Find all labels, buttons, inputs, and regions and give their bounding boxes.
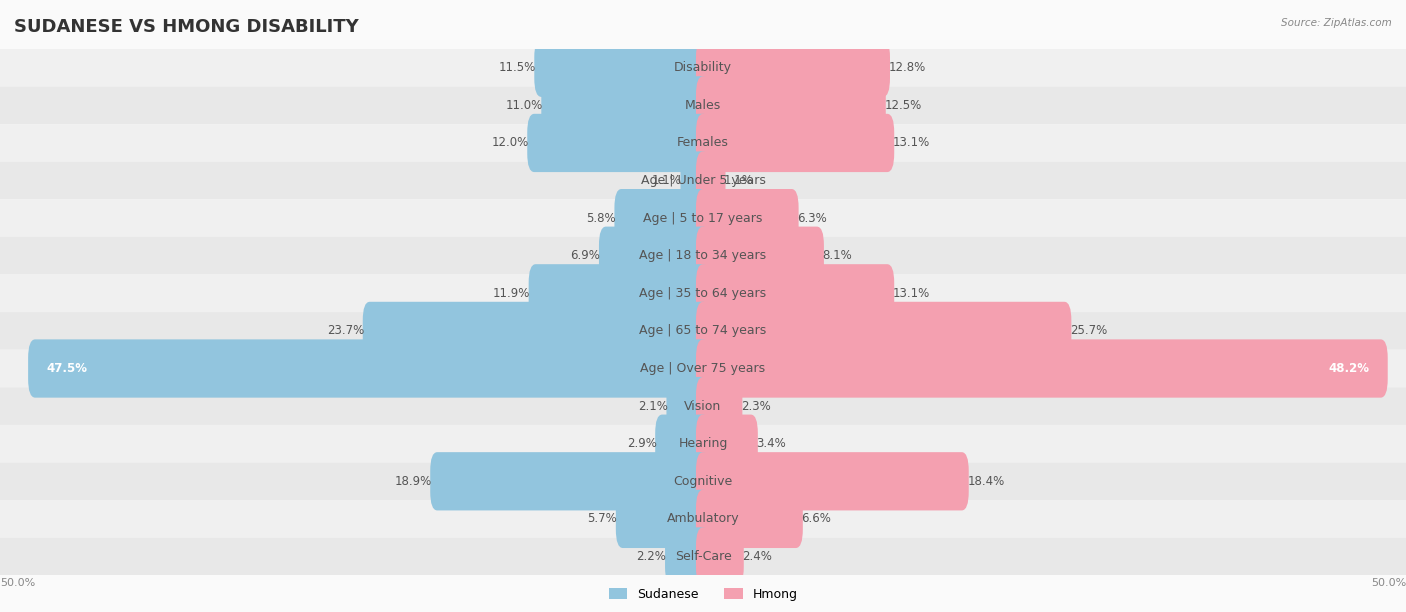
Text: 12.5%: 12.5% bbox=[884, 99, 921, 112]
FancyBboxPatch shape bbox=[696, 414, 758, 473]
FancyBboxPatch shape bbox=[696, 76, 886, 135]
Text: 11.5%: 11.5% bbox=[499, 61, 536, 74]
Text: 11.9%: 11.9% bbox=[492, 287, 530, 300]
FancyBboxPatch shape bbox=[696, 490, 803, 548]
FancyBboxPatch shape bbox=[0, 463, 1406, 500]
FancyBboxPatch shape bbox=[665, 528, 710, 586]
Text: Vision: Vision bbox=[685, 400, 721, 412]
Text: 48.2%: 48.2% bbox=[1329, 362, 1369, 375]
Text: 6.3%: 6.3% bbox=[797, 212, 827, 225]
Text: 50.0%: 50.0% bbox=[1371, 578, 1406, 588]
Text: 8.1%: 8.1% bbox=[823, 249, 852, 262]
FancyBboxPatch shape bbox=[0, 162, 1406, 200]
Text: 23.7%: 23.7% bbox=[328, 324, 364, 337]
FancyBboxPatch shape bbox=[696, 452, 969, 510]
Text: 6.6%: 6.6% bbox=[801, 512, 831, 525]
Text: 50.0%: 50.0% bbox=[0, 578, 35, 588]
Text: 5.7%: 5.7% bbox=[588, 512, 617, 525]
FancyBboxPatch shape bbox=[541, 76, 710, 135]
FancyBboxPatch shape bbox=[0, 500, 1406, 538]
FancyBboxPatch shape bbox=[363, 302, 710, 360]
FancyBboxPatch shape bbox=[0, 425, 1406, 463]
FancyBboxPatch shape bbox=[599, 226, 710, 285]
FancyBboxPatch shape bbox=[616, 490, 710, 548]
FancyBboxPatch shape bbox=[0, 200, 1406, 237]
Text: 2.4%: 2.4% bbox=[742, 550, 772, 563]
FancyBboxPatch shape bbox=[534, 39, 710, 97]
FancyBboxPatch shape bbox=[0, 538, 1406, 575]
Text: 12.0%: 12.0% bbox=[492, 136, 529, 149]
FancyBboxPatch shape bbox=[0, 86, 1406, 124]
FancyBboxPatch shape bbox=[696, 151, 725, 210]
Text: Age | 5 to 17 years: Age | 5 to 17 years bbox=[644, 212, 762, 225]
FancyBboxPatch shape bbox=[696, 226, 824, 285]
FancyBboxPatch shape bbox=[696, 39, 890, 97]
Text: 13.1%: 13.1% bbox=[893, 136, 929, 149]
Text: 1.1%: 1.1% bbox=[724, 174, 754, 187]
Text: Age | Over 75 years: Age | Over 75 years bbox=[641, 362, 765, 375]
Text: 2.9%: 2.9% bbox=[627, 437, 657, 450]
FancyBboxPatch shape bbox=[696, 264, 894, 323]
Text: 12.8%: 12.8% bbox=[889, 61, 925, 74]
Text: Age | 18 to 34 years: Age | 18 to 34 years bbox=[640, 249, 766, 262]
Text: 25.7%: 25.7% bbox=[1070, 324, 1107, 337]
FancyBboxPatch shape bbox=[0, 312, 1406, 349]
Text: Age | 65 to 74 years: Age | 65 to 74 years bbox=[640, 324, 766, 337]
Text: 18.9%: 18.9% bbox=[395, 475, 432, 488]
Text: 11.0%: 11.0% bbox=[506, 99, 543, 112]
Text: Males: Males bbox=[685, 99, 721, 112]
Text: Self-Care: Self-Care bbox=[675, 550, 731, 563]
FancyBboxPatch shape bbox=[666, 377, 710, 435]
Text: 13.1%: 13.1% bbox=[893, 287, 929, 300]
Text: 2.3%: 2.3% bbox=[741, 400, 770, 412]
FancyBboxPatch shape bbox=[0, 124, 1406, 162]
FancyBboxPatch shape bbox=[696, 528, 744, 586]
Text: 2.2%: 2.2% bbox=[637, 550, 666, 563]
Text: Hearing: Hearing bbox=[678, 437, 728, 450]
Text: 47.5%: 47.5% bbox=[46, 362, 87, 375]
FancyBboxPatch shape bbox=[529, 264, 710, 323]
FancyBboxPatch shape bbox=[696, 302, 1071, 360]
FancyBboxPatch shape bbox=[696, 377, 742, 435]
Text: 6.9%: 6.9% bbox=[571, 249, 600, 262]
Text: Age | 35 to 64 years: Age | 35 to 64 years bbox=[640, 287, 766, 300]
FancyBboxPatch shape bbox=[0, 275, 1406, 312]
FancyBboxPatch shape bbox=[527, 114, 710, 172]
FancyBboxPatch shape bbox=[614, 189, 710, 247]
Text: 3.4%: 3.4% bbox=[756, 437, 786, 450]
FancyBboxPatch shape bbox=[696, 189, 799, 247]
Text: 18.4%: 18.4% bbox=[967, 475, 1004, 488]
FancyBboxPatch shape bbox=[28, 340, 710, 398]
Text: 1.1%: 1.1% bbox=[652, 174, 682, 187]
Legend: Sudanese, Hmong: Sudanese, Hmong bbox=[603, 583, 803, 606]
FancyBboxPatch shape bbox=[655, 414, 710, 473]
FancyBboxPatch shape bbox=[696, 114, 894, 172]
FancyBboxPatch shape bbox=[430, 452, 710, 510]
Text: Females: Females bbox=[678, 136, 728, 149]
FancyBboxPatch shape bbox=[0, 237, 1406, 275]
Text: 2.1%: 2.1% bbox=[638, 400, 668, 412]
Text: Age | Under 5 years: Age | Under 5 years bbox=[641, 174, 765, 187]
FancyBboxPatch shape bbox=[0, 387, 1406, 425]
FancyBboxPatch shape bbox=[696, 340, 1388, 398]
Text: Ambulatory: Ambulatory bbox=[666, 512, 740, 525]
Text: Source: ZipAtlas.com: Source: ZipAtlas.com bbox=[1281, 18, 1392, 28]
FancyBboxPatch shape bbox=[681, 151, 710, 210]
Text: SUDANESE VS HMONG DISABILITY: SUDANESE VS HMONG DISABILITY bbox=[14, 18, 359, 36]
FancyBboxPatch shape bbox=[0, 349, 1406, 387]
Text: Disability: Disability bbox=[673, 61, 733, 74]
Text: 5.8%: 5.8% bbox=[586, 212, 616, 225]
Text: Cognitive: Cognitive bbox=[673, 475, 733, 488]
FancyBboxPatch shape bbox=[0, 49, 1406, 86]
